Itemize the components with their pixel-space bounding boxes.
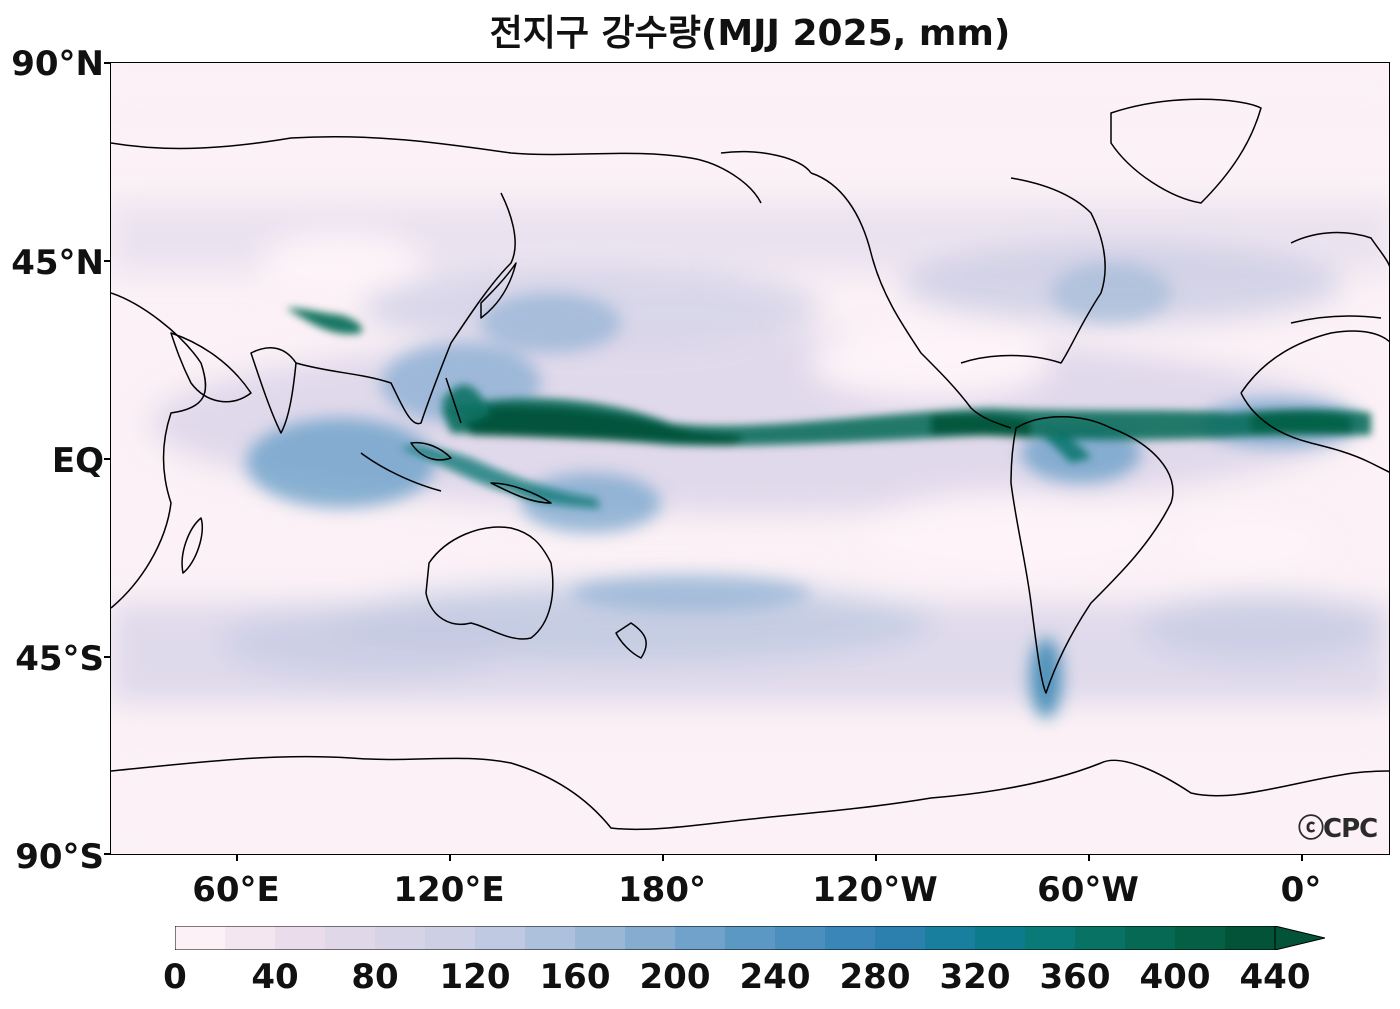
lat-tick [104,260,110,262]
colorbar-cell [725,926,776,950]
lon-tick [236,855,238,861]
lat-label-90n: 90°N [11,44,104,84]
colorbar-tick-label: 240 [739,957,811,997]
colorbar-cell [375,926,426,950]
lon-label-120e: 120°E [393,870,505,910]
colorbar-cell [1025,926,1076,950]
lon-label-60e: 60°E [192,870,280,910]
map-title: 전지구 강수량(MJJ 2025, mm) [489,13,1011,54]
colorbar-cell [275,926,326,950]
coastlines [111,98,1389,831]
colorbar-cell [925,926,976,950]
lon-label-180: 180° [618,870,706,910]
colorbar-cell [875,926,926,950]
lat-label-45s: 45°S [15,639,104,679]
lon-label-60w: 60°W [1037,870,1139,910]
colorbar-tick-label: 320 [939,957,1011,997]
triangle-arrow-icon [1274,926,1325,950]
map-svg [111,63,1389,854]
colorbar-cell [475,926,526,950]
lat-tick [104,62,110,64]
colorbar-cell [425,926,476,950]
lat-label-45n: 45°N [11,243,104,283]
lon-label-0: 0° [1280,870,1322,910]
cpc-logo: ⓒCPC [1298,814,1378,844]
colorbar-tick-label: 0 [163,957,187,997]
lon-tick [662,855,664,861]
colorbar-tick-label: 440 [1239,957,1311,997]
colorbar-cell [625,926,676,950]
colorbar-tick-label: 400 [1139,957,1211,997]
lon-tick [875,855,877,861]
lat-label-90s: 90°S [15,837,104,877]
colorbar-cell [525,926,576,950]
precip-heavy-itcz [286,308,1371,508]
colorbar-cell [175,926,226,950]
colorbar-tick-label: 80 [351,957,399,997]
colorbar-cell [325,926,376,950]
lat-tick [104,656,110,658]
colorbar-tick-label: 120 [439,957,511,997]
lat-label-eq: EQ [51,441,104,481]
colorbar-cell [675,926,726,950]
colorbar-cell [225,926,276,950]
colorbar-cell [975,926,1026,950]
colorbar-cell [575,926,626,950]
lat-tick [104,853,110,855]
colorbar-tick-label: 40 [251,957,299,997]
precipitation-map [110,62,1390,855]
colorbar-cell [1075,926,1126,950]
colorbar [175,926,1325,950]
colorbar-cell [1225,926,1276,950]
lat-tick [104,458,110,460]
colorbar-cell [1125,926,1176,950]
lon-tick [449,855,451,861]
colorbar-tick-label: 160 [539,957,611,997]
lon-tick [1301,855,1303,861]
colorbar-cell [775,926,826,950]
lon-label-120w: 120°W [812,870,938,910]
colorbar-tick-label: 360 [1039,957,1111,997]
colorbar-cell [825,926,876,950]
colorbar-cell [1175,926,1226,950]
colorbar-tick-label: 280 [839,957,911,997]
colorbar-tick-label: 200 [639,957,711,997]
lon-tick [1088,855,1090,861]
